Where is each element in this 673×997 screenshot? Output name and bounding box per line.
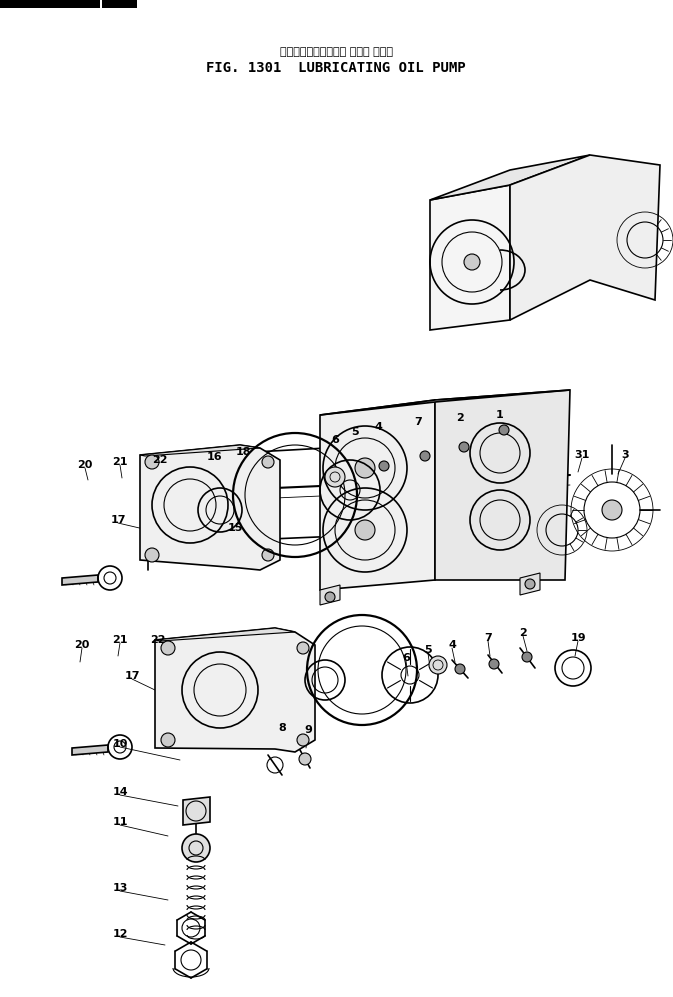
Text: 7: 7 — [484, 633, 492, 643]
Polygon shape — [435, 390, 570, 580]
Text: 15: 15 — [227, 523, 243, 533]
Polygon shape — [520, 573, 540, 595]
Circle shape — [199, 537, 209, 547]
Polygon shape — [320, 400, 435, 590]
Polygon shape — [430, 155, 590, 200]
Circle shape — [182, 834, 210, 862]
Text: 14: 14 — [112, 787, 128, 797]
Circle shape — [325, 592, 335, 602]
Circle shape — [429, 656, 447, 674]
Circle shape — [199, 451, 209, 461]
Text: FIG. 1301  LUBRICATING OIL PUMP: FIG. 1301 LUBRICATING OIL PUMP — [206, 61, 466, 75]
Text: 6: 6 — [331, 435, 339, 445]
Text: 2: 2 — [456, 413, 464, 423]
Text: 1: 1 — [496, 410, 504, 420]
Circle shape — [145, 455, 159, 469]
Polygon shape — [72, 745, 108, 755]
Text: 13: 13 — [112, 883, 128, 893]
Text: 6: 6 — [402, 653, 410, 663]
Text: 9: 9 — [304, 725, 312, 735]
Polygon shape — [140, 445, 260, 456]
Text: 21: 21 — [112, 457, 128, 467]
Text: 19: 19 — [570, 633, 586, 643]
Polygon shape — [62, 575, 98, 585]
Text: 12: 12 — [112, 929, 128, 939]
Text: 31: 31 — [574, 450, 590, 460]
Polygon shape — [140, 445, 280, 570]
Text: 10: 10 — [112, 739, 128, 749]
Circle shape — [455, 664, 465, 674]
Circle shape — [525, 579, 535, 589]
Text: 22: 22 — [150, 635, 166, 645]
Circle shape — [262, 456, 274, 468]
Circle shape — [464, 254, 480, 270]
Text: 21: 21 — [112, 635, 128, 645]
Circle shape — [262, 549, 274, 561]
Text: 4: 4 — [374, 422, 382, 432]
Circle shape — [355, 520, 375, 540]
Text: 20: 20 — [74, 640, 90, 650]
Text: 4: 4 — [448, 640, 456, 650]
Bar — [102, 0, 137, 8]
Text: 17: 17 — [125, 671, 140, 681]
Polygon shape — [320, 585, 340, 605]
Circle shape — [297, 734, 309, 746]
Text: 2: 2 — [519, 628, 527, 638]
Circle shape — [499, 425, 509, 435]
Circle shape — [145, 548, 159, 562]
Circle shape — [161, 641, 175, 655]
Circle shape — [489, 659, 499, 669]
Circle shape — [459, 442, 469, 452]
Circle shape — [522, 652, 532, 662]
Polygon shape — [510, 155, 660, 320]
Circle shape — [299, 753, 311, 765]
Circle shape — [325, 467, 345, 487]
Polygon shape — [320, 390, 570, 415]
Bar — [0, 0, 100, 8]
Circle shape — [355, 458, 375, 478]
Text: 11: 11 — [112, 817, 128, 827]
Text: 17: 17 — [110, 515, 126, 525]
Circle shape — [161, 733, 175, 747]
Polygon shape — [155, 628, 295, 641]
Circle shape — [602, 500, 622, 520]
Text: 3: 3 — [621, 450, 629, 460]
Text: 18: 18 — [236, 447, 251, 457]
Text: 22: 22 — [152, 455, 168, 465]
Text: ルーブリケーティング オイル ポンプ: ルーブリケーティング オイル ポンプ — [279, 47, 392, 57]
Circle shape — [420, 451, 430, 461]
Polygon shape — [155, 628, 315, 752]
Text: 5: 5 — [351, 427, 359, 437]
Text: 20: 20 — [77, 460, 93, 470]
Circle shape — [379, 461, 389, 471]
Polygon shape — [430, 185, 510, 330]
Text: 8: 8 — [278, 723, 286, 733]
Text: 5: 5 — [424, 645, 432, 655]
Text: 16: 16 — [207, 452, 223, 462]
Polygon shape — [183, 797, 210, 825]
Text: 7: 7 — [414, 417, 422, 427]
Circle shape — [297, 642, 309, 654]
